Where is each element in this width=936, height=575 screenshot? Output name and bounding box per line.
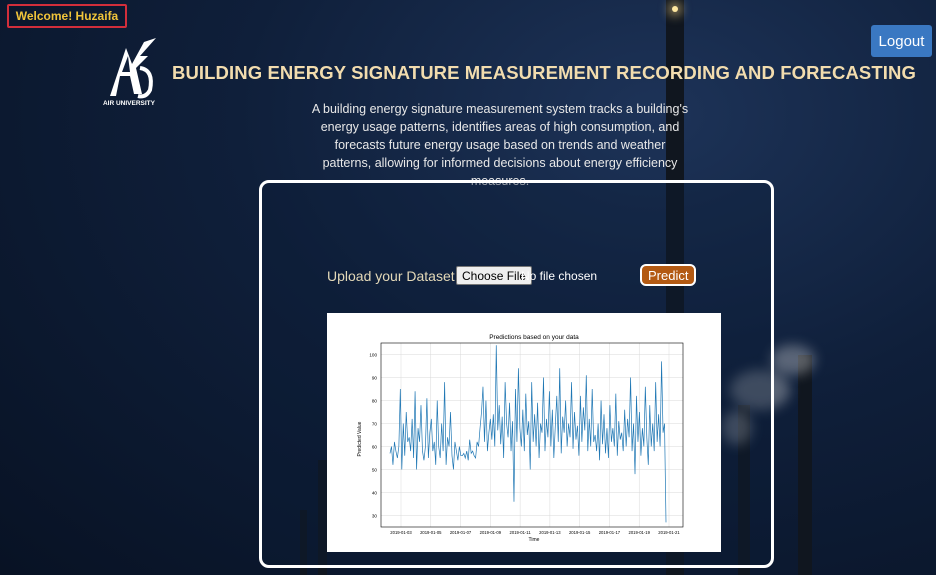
- x-tick-label: 2019-01-05: [420, 530, 442, 535]
- smoke-plume: [730, 370, 790, 410]
- plot-frame: [380, 342, 684, 528]
- refinery-tower: [738, 405, 750, 575]
- x-tick-label: 2019-01-09: [480, 530, 502, 535]
- refinery-tower: [300, 510, 307, 575]
- y-tick-label: 100: [369, 352, 377, 357]
- x-tick-label: 2019-01-21: [658, 530, 680, 535]
- logout-button[interactable]: Logout: [871, 25, 932, 57]
- y-tick-label: 40: [372, 490, 378, 495]
- chart-svg: Predictions based on your data Time Pred…: [357, 334, 684, 543]
- y-tick-label: 60: [372, 444, 378, 449]
- y-tick-label: 30: [372, 513, 378, 518]
- predict-button[interactable]: Predict: [640, 264, 696, 286]
- smoke-plume: [770, 345, 815, 375]
- file-status: No file chosen: [521, 269, 598, 283]
- refinery-tower: [798, 355, 812, 575]
- y-tick-label: 90: [372, 375, 378, 380]
- y-axis-label: Predicted Value: [357, 421, 363, 456]
- y-tick-label: 80: [372, 398, 378, 403]
- page-title: BUILDING ENERGY SIGNATURE MEASUREMENT RE…: [172, 62, 916, 83]
- x-tick-label: 2019-01-13: [539, 530, 561, 535]
- prediction-series-line: [389, 345, 667, 523]
- refinery-tower: [318, 460, 327, 575]
- x-tick-label: 2019-01-15: [569, 530, 591, 535]
- x-tick-label: 2019-01-11: [510, 530, 532, 535]
- prediction-chart: Predictions based on your data Time Pred…: [327, 313, 721, 552]
- choose-file-button[interactable]: Choose File: [456, 266, 533, 285]
- logo-text: AIR UNIVERSITY: [103, 100, 156, 107]
- y-tick-label: 50: [372, 467, 378, 472]
- upload-label: Upload your Dataset file:: [327, 268, 481, 284]
- air-university-logo: AIR UNIVERSITY: [103, 38, 156, 107]
- x-tick-label: 2019-01-19: [629, 530, 651, 535]
- smoke-plume: [722, 410, 752, 445]
- x-tick-label: 2019-01-03: [390, 530, 412, 535]
- y-tick-label: 70: [372, 421, 378, 426]
- x-tick-label: 2019-01-17: [599, 530, 621, 535]
- chart-title: Predictions based on your data: [489, 334, 579, 341]
- x-tick-label: 2019-01-07: [450, 530, 472, 535]
- tower-light: [672, 6, 678, 12]
- welcome-badge: Welcome! Huzaifa: [7, 4, 127, 28]
- x-axis-label: Time: [529, 537, 540, 543]
- page-description: A building energy signature measurement …: [311, 102, 689, 188]
